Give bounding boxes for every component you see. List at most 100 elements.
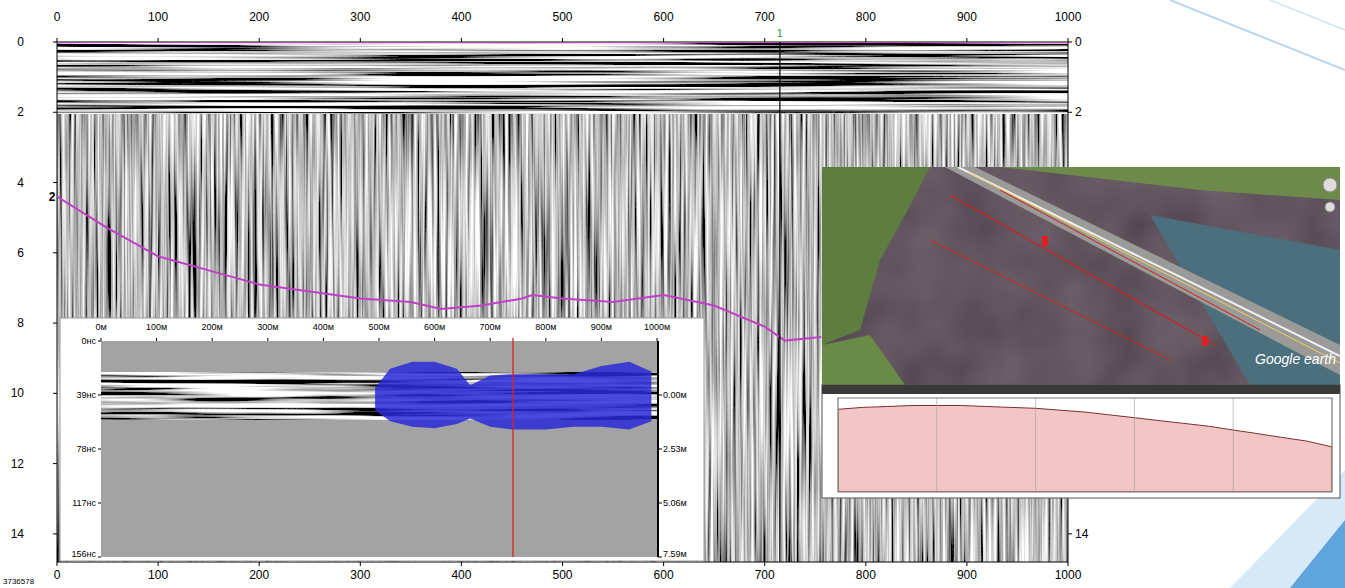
- marker-point: [56, 196, 57, 197]
- grid-line: [936, 398, 937, 492]
- x-tick: [545, 338, 546, 341]
- grid-line: [1134, 398, 1135, 492]
- x-tick-label: 500м: [368, 322, 389, 332]
- x-tick-label: 200м: [202, 322, 223, 332]
- x-tick: [212, 338, 213, 341]
- y2-tick: [658, 503, 662, 504]
- y-tick: [1068, 112, 1072, 113]
- grid-line: [1233, 398, 1234, 492]
- profile-marks: [838, 406, 1332, 493]
- x-tick-label: 100: [148, 568, 168, 582]
- x-tick-label: 900: [957, 10, 977, 24]
- x-tick: [259, 562, 260, 566]
- x-tick-label: 700м: [480, 322, 501, 332]
- y-tick: [53, 42, 57, 43]
- x-tick: [1068, 562, 1069, 566]
- y2-tick-label: 0.00м: [663, 390, 687, 400]
- x-tick-label: 300м: [257, 322, 278, 332]
- figure: 0010010020020030030040040050050060060070…: [0, 0, 1345, 588]
- highway-lane: [958, 167, 1340, 356]
- y-tick-label: 8: [17, 316, 24, 330]
- y-tick-label: 0: [1075, 35, 1082, 49]
- y-tick: [98, 449, 101, 450]
- x-tick: [158, 562, 159, 566]
- x-tick: [461, 562, 462, 566]
- x-tick-label: 100м: [146, 322, 167, 332]
- y-tick-label: 10: [11, 386, 25, 400]
- nav-control: [1323, 178, 1337, 192]
- x-tick: [461, 38, 462, 42]
- x-tick: [57, 562, 58, 566]
- y-tick-label: 39нс: [77, 390, 97, 400]
- x-tick: [663, 562, 664, 566]
- green-area: [822, 167, 930, 345]
- x-tick-label: 0: [54, 10, 61, 24]
- profile-header: [822, 385, 1340, 394]
- x-tick: [966, 38, 967, 42]
- fields: [822, 167, 1340, 385]
- y-tick-label: 0нс: [82, 336, 97, 346]
- y-tick-label: 2: [1075, 105, 1082, 119]
- y2-tick: [658, 557, 662, 558]
- x-tick: [434, 338, 435, 341]
- x-tick-label: 300: [350, 568, 370, 582]
- profile-frame: [838, 398, 1332, 492]
- marker-label: 2: [49, 190, 56, 204]
- y-tick: [53, 463, 57, 464]
- x-tick-label: 500: [552, 10, 572, 24]
- y2-tick: [658, 395, 662, 396]
- x-tick-label: 1000: [1055, 10, 1082, 24]
- map-pin: [1202, 336, 1208, 346]
- horizon-line: [57, 42, 1068, 43]
- position-line: [512, 338, 513, 557]
- x-tick-label: 400м: [313, 322, 334, 332]
- x-tick-label: 600: [654, 10, 674, 24]
- field-texture: [822, 167, 1340, 385]
- map-pin: [1042, 236, 1048, 246]
- y-tick-label: 14: [11, 527, 25, 541]
- y-tick-label: 0: [17, 35, 24, 49]
- x-tick: [57, 38, 58, 42]
- grid-line: [1035, 398, 1036, 492]
- nav-control: [1325, 202, 1335, 212]
- y-tick: [53, 182, 57, 183]
- x-tick: [267, 338, 268, 341]
- x-tick-label: 200: [249, 568, 269, 582]
- x-tick: [562, 562, 563, 566]
- y-tick: [53, 112, 57, 113]
- green-area: [1000, 167, 1340, 200]
- y-tick: [98, 395, 101, 396]
- x-tick-label: 0м: [95, 322, 106, 332]
- x-tick: [562, 38, 563, 42]
- x-tick: [764, 38, 765, 42]
- y2-tick-label: 5.06м: [663, 498, 687, 508]
- y-tick-label: 14: [1075, 527, 1089, 541]
- marker-line: [779, 42, 780, 562]
- x-tick: [865, 562, 866, 566]
- survey-line: [930, 240, 1170, 360]
- y2-tick-label: 2.53м: [663, 444, 687, 454]
- x-tick-label: 600м: [424, 322, 445, 332]
- slide-decor: [1270, 0, 1345, 30]
- x-tick-label: 700: [755, 10, 775, 24]
- y-tick: [53, 533, 57, 534]
- y-tick: [53, 393, 57, 394]
- satellite-image: [822, 167, 1340, 385]
- inset-plot: [101, 341, 657, 557]
- x-tick: [323, 338, 324, 341]
- x-tick-label: 700: [755, 568, 775, 582]
- y-tick-label: 4: [17, 176, 24, 190]
- x-tick-label: 800: [856, 10, 876, 24]
- x-tick-label: 1000м: [644, 322, 670, 332]
- y-tick-label: 78нс: [77, 444, 97, 454]
- x-tick-label: 500: [552, 568, 572, 582]
- corner-label: 3736578: [3, 577, 35, 586]
- y-tick: [1068, 42, 1072, 43]
- x-tick: [865, 38, 866, 42]
- x-tick: [601, 338, 602, 341]
- y2-tick-label: 7.59м: [663, 549, 687, 559]
- x-tick: [490, 338, 491, 341]
- highway-lane: [968, 172, 1340, 363]
- survey-line: [1000, 190, 1260, 330]
- x-tick: [259, 38, 260, 42]
